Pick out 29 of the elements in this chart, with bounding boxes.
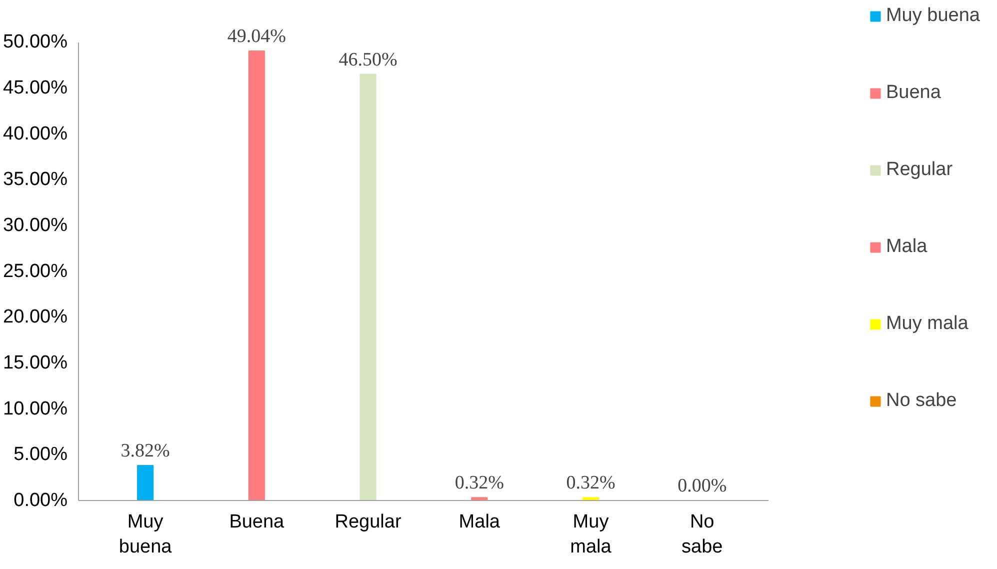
y-tick-label: 10.00%	[3, 398, 68, 420]
data-label: 0.32%	[454, 472, 504, 494]
y-tick-label: 20.00%	[3, 306, 68, 328]
y-tick-label: 50.00%	[3, 32, 68, 53]
data-label: 0.32%	[566, 472, 616, 494]
y-tick-label: 15.00%	[3, 352, 68, 374]
legend-label: Regular	[886, 159, 953, 181]
data-label: 46.50%	[338, 49, 398, 70]
legend-label: Buena	[886, 82, 941, 104]
legend-label: No sabe	[886, 390, 957, 412]
x-tick-label: Buena	[229, 512, 285, 532]
y-tick-label: 35.00%	[3, 169, 68, 190]
data-label: 3.82%	[120, 440, 170, 462]
y-tick-label: 30.00%	[3, 215, 68, 236]
x-tick-label: No sabe	[682, 512, 723, 558]
legend-label: Muy buena	[886, 5, 980, 27]
x-tick-label: Regular	[334, 512, 402, 532]
x-tick-label: Muy buena	[118, 512, 172, 558]
x-tick-label: Muy mala	[570, 512, 612, 558]
data-label: 49.04%	[227, 26, 286, 47]
y-tick-label: 40.00%	[3, 123, 68, 144]
legend-label: Muy mala	[886, 313, 968, 335]
y-tick-label: 5.00%	[14, 444, 68, 466]
x-tick-label: Mala	[458, 512, 500, 532]
y-tick-label: 25.00%	[3, 260, 68, 282]
legend-label: Mala	[886, 236, 928, 258]
data-label: 0.00%	[678, 476, 727, 496]
y-tick-label: 0.00%	[14, 490, 68, 511]
y-tick-label: 45.00%	[3, 78, 68, 98]
